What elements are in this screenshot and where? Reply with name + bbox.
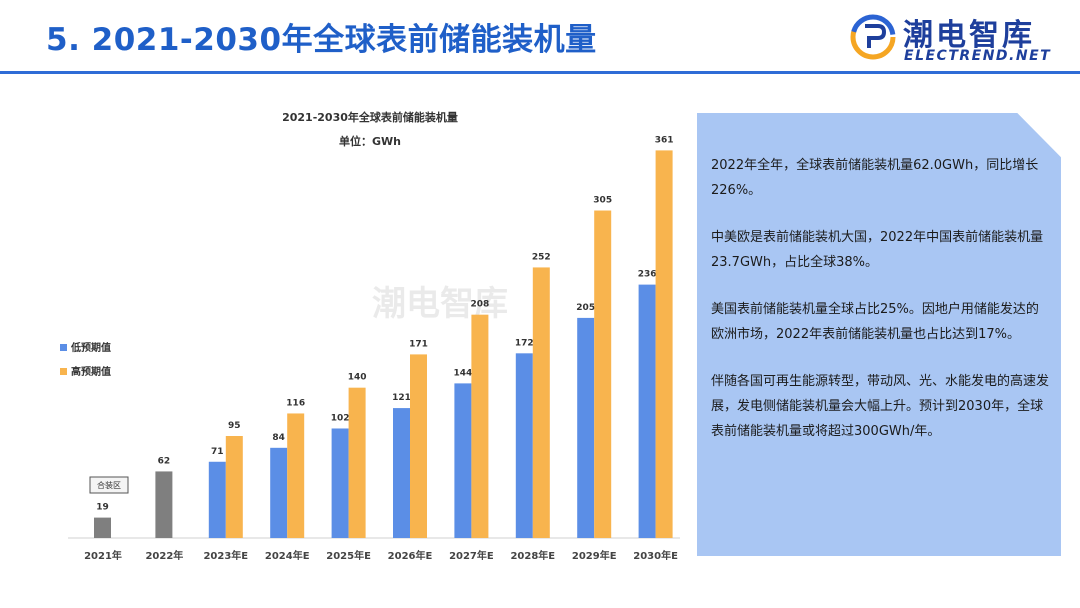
x-tick-label: 2022年 <box>145 549 183 562</box>
legend-label-high: 高预期值 <box>71 365 111 378</box>
x-tick-label: 2028年E <box>510 549 555 562</box>
x-tick-label: 2027年E <box>449 549 494 562</box>
summary-paragraph: 中美欧是表前储能装机大国，2022年中国表前储能装机量23.7GWh，占比全球3… <box>711 230 1044 270</box>
data-label-high: 95 <box>228 421 241 431</box>
bar-low <box>331 428 349 538</box>
logo-english-text: ELECTREND.NET <box>904 48 1052 64</box>
bar-high <box>348 387 366 538</box>
data-label-high: 140 <box>348 373 367 383</box>
legend-swatch-high <box>60 368 67 375</box>
data-label-low: 84 <box>272 433 285 443</box>
chart-area: 2021-2030年全球表前储能装机量 单位：GWh 潮电智库 2021年 19 2022… <box>40 100 690 590</box>
data-label-low: 121 <box>392 393 411 403</box>
x-tick-label: 2026年E <box>388 549 433 562</box>
summary-panel: 2022年全年，全球表前储能装机量62.0GWh，同比增长226%。 中美欧是表前… <box>697 113 1061 556</box>
x-tick-label: 2029年E <box>572 549 617 562</box>
logo-chinese-text: 潮电智库 <box>903 18 1035 53</box>
summary-paragraph: 伴随各国可再生能源转型，带动风、光、水能发电的高速发展，发电侧储能装机量会大幅上… <box>711 374 1050 439</box>
bar-high <box>410 354 427 538</box>
data-label-high: 208 <box>471 300 490 310</box>
data-label-low: 102 <box>331 413 350 423</box>
electrend-logo-icon <box>850 14 896 60</box>
bar-high <box>287 413 305 538</box>
data-label-high: 116 <box>286 398 305 408</box>
legend-label-low: 低预期值 <box>70 341 111 354</box>
actual-callout-box <box>89 476 129 494</box>
bar-high <box>225 436 243 538</box>
data-label-high: 305 <box>593 196 612 206</box>
chart-subtitle: 单位：GWh <box>339 134 401 148</box>
bar-low <box>208 461 226 538</box>
data-label-high: 171 <box>409 339 428 349</box>
bar-low <box>577 317 595 538</box>
bar-low <box>638 284 656 538</box>
data-label-low: 236 <box>638 270 657 280</box>
summary-paragraph: 美国表前储能装机量全球占比25%。因地户用储能发达的欧洲市场，2022年表前储能… <box>711 302 1039 342</box>
data-label-high: 252 <box>532 252 551 262</box>
header-divider <box>0 71 1080 74</box>
summary-text: 2022年全年，全球表前储能装机量62.0GWh，同比增长226%。 中美欧是表前… <box>711 153 1051 466</box>
bar-low <box>515 353 533 538</box>
bar-chart: 2021-2030年全球表前储能装机量单位：GWh潮电智库2021年192022… <box>60 110 680 562</box>
slide-title: 5. 2021-2030年全球表前储能装机量 <box>46 22 597 58</box>
data-label-high: 361 <box>655 135 674 145</box>
x-tick-label: 2024年E <box>265 549 310 562</box>
bar-high <box>471 314 489 538</box>
bar-low <box>270 447 288 538</box>
actual-callout-label: 合装区 <box>97 480 121 490</box>
summary-paragraph: 2022年全年，全球表前储能装机量62.0GWh，同比增长226%。 <box>711 158 1039 198</box>
data-label-low: 205 <box>576 303 595 313</box>
data-label-low: 172 <box>515 338 534 348</box>
bar-actual <box>155 471 173 538</box>
bar-high <box>655 150 673 538</box>
x-tick-label: 2025年E <box>326 549 371 562</box>
data-label-low: 71 <box>211 447 224 457</box>
brand-logo: 潮电智库 ELECTREND.NET <box>848 10 1073 68</box>
slide-header: 5. 2021-2030年全球表前储能装机量 潮电智库 ELECTREND.NE… <box>0 0 1080 74</box>
x-tick-label: 2021年 <box>84 549 122 562</box>
bar-low <box>454 383 472 538</box>
data-label-actual: 62 <box>158 456 171 466</box>
x-tick-label: 2030年E <box>633 549 678 562</box>
bar-low <box>393 408 410 538</box>
data-label-low: 144 <box>454 368 473 378</box>
x-tick-label: 2023年E <box>203 549 248 562</box>
chart-title: 2021-2030年全球表前储能装机量 <box>282 110 458 124</box>
bar-high <box>594 210 612 538</box>
bar-high <box>532 267 550 538</box>
data-label-actual: 19 <box>96 503 109 513</box>
legend-swatch-low <box>60 344 67 351</box>
bar-actual <box>94 517 111 538</box>
